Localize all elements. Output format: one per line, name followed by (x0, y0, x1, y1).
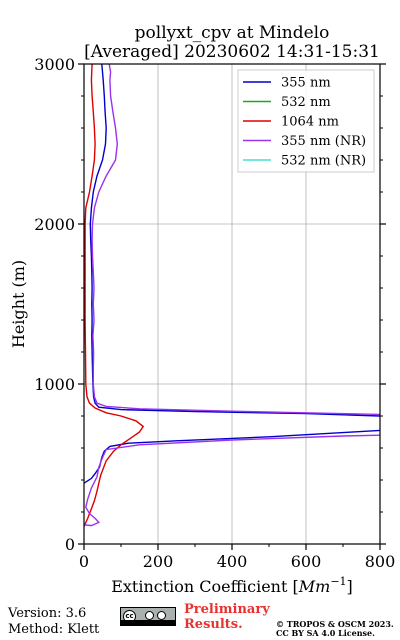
legend-label: 355 nm (NR) (281, 134, 366, 149)
x-axis-label: Extinction Coefficient [Mm−1] (111, 575, 353, 596)
badge-bar (121, 620, 175, 625)
x-tick-label: 400 (217, 552, 248, 571)
version-text: Version: 3.6 (8, 606, 87, 621)
chart-subtitle: [Averaged] 20230602 14:31-15:31 (84, 42, 380, 62)
tick-labels: 0 200 400 600 800 0 1000 2000 3000 (34, 55, 395, 571)
series-lines (84, 64, 380, 527)
series-line-355-nm (84, 429, 380, 484)
y-axis-label: Height (m) (9, 260, 28, 348)
series-line-355-nm-nr-upper (91, 64, 380, 416)
copyright-line-2: CC BY SA 4.0 License. (276, 628, 375, 638)
y-tick-label: 3000 (34, 55, 75, 74)
x-tick-label: 600 (291, 552, 322, 571)
preliminary-results-label: Preliminary Results. (184, 602, 270, 632)
copyright-text: © TROPOS & OSCM 2023. CC BY SA 4.0 Licen… (276, 620, 400, 638)
series-line-1064-nm (84, 64, 145, 527)
y-tick-label: 0 (65, 535, 75, 554)
x-tick-label: 200 (143, 552, 174, 571)
legend: 355 nm 532 nm 1064 nm 355 nm (NR) 532 nm (NR… (237, 69, 375, 173)
legend-label: 355 nm (281, 76, 331, 91)
cc-license-badge[interactable]: cc (120, 607, 176, 626)
by-icon (145, 611, 154, 620)
copyright-line-1: © TROPOS & OSCM 2023. (276, 619, 394, 629)
legend-label: 1064 nm (281, 115, 339, 130)
extinction-profile-chart: pollyxt_cpv at Mindelo [Averaged] 202306… (9, 23, 395, 596)
series-line-355-nm-upper (89, 64, 380, 417)
y-tick-label: 2000 (34, 215, 75, 234)
x-tick-label: 800 (365, 552, 396, 571)
x-tick-label: 0 (79, 552, 89, 571)
chart-title: pollyxt_cpv at Mindelo (135, 23, 330, 43)
series-line-355-nm-nr (84, 434, 380, 527)
sa-icon (157, 611, 166, 620)
method-text: Method: Klett (8, 622, 100, 637)
y-tick-label: 1000 (34, 375, 75, 394)
ticks (78, 63, 386, 550)
legend-label: 532 nm (281, 95, 331, 110)
legend-label: 532 nm (NR) (281, 154, 366, 169)
